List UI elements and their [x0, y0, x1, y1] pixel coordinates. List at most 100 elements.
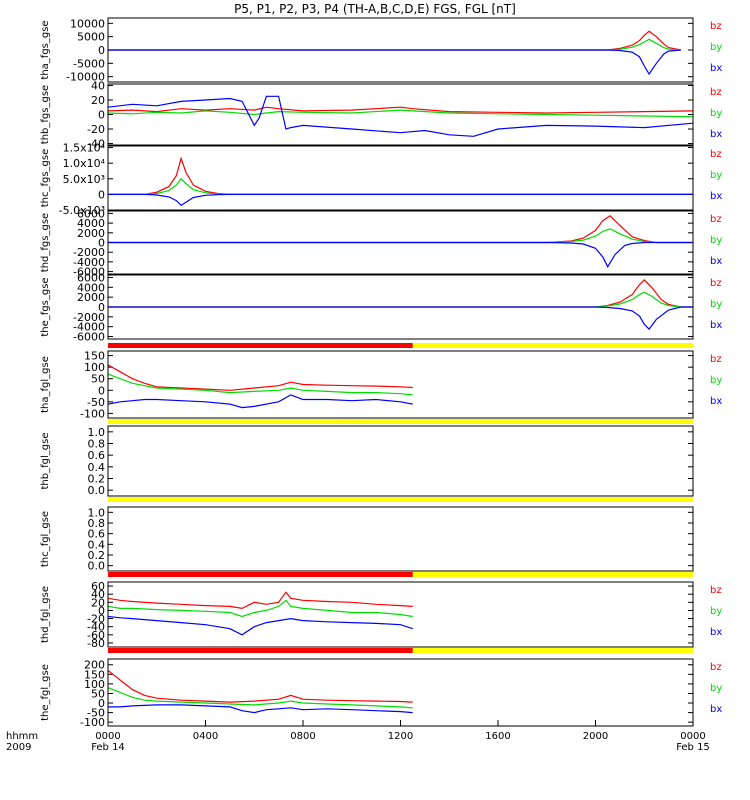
y-tick-label: 100 — [84, 361, 105, 374]
y-tick-label: -20 — [87, 123, 105, 136]
series-by-line — [108, 373, 413, 396]
y-tick-label: -100 — [80, 716, 105, 729]
y-axis-label: the_fgl_gse — [40, 664, 51, 721]
y-tick-label: -40 — [87, 138, 105, 151]
legend-bz: bz — [710, 278, 722, 289]
y-tick-label: 2000 — [77, 227, 105, 240]
y-axis-label: the_fgs_gse — [40, 277, 51, 336]
y-tick-label: 6000 — [77, 271, 105, 284]
red-bar — [108, 343, 413, 348]
series-bx-line — [108, 615, 413, 636]
x-date-label: Feb 14 — [91, 742, 125, 753]
legend-by: by — [710, 170, 722, 181]
series-bz-line — [108, 106, 693, 114]
legend-bx: bx — [710, 396, 722, 407]
y-tick-label: -50 — [87, 707, 105, 720]
yellow-bar — [412, 343, 693, 348]
panel-frame — [107, 425, 694, 497]
y-tick-label: 20 — [91, 596, 105, 609]
y-tick-label: 0.0 — [88, 484, 106, 497]
panel-thc_fgs_gse: 1.5x10⁴ 1.0x10⁴ 5.0x10³ 0 -5.0x10³ thc_fgs_gs… — [40, 142, 722, 217]
y-tick-label: 0.6 — [88, 449, 106, 462]
legend-bx: bx — [710, 63, 722, 74]
y-tick-label: 5.0x10³ — [63, 173, 105, 186]
legend-by: by — [710, 235, 722, 246]
legend-bx: bx — [710, 129, 722, 140]
legend-by: by — [710, 606, 722, 617]
series-bz-line — [108, 30, 681, 51]
series-by-line — [108, 599, 413, 618]
x-tick-label: 0400 — [193, 731, 218, 742]
y-tick-label: 50 — [91, 373, 105, 386]
y-tick-label: 4000 — [77, 217, 105, 230]
panel-thb_fgs_gse: 40 20 0-20 -40 thb_fgs_gse bz by bx — [40, 79, 722, 150]
legend-bz: bz — [710, 585, 722, 596]
y-tick-label: -4000 — [73, 256, 105, 269]
legend-bz: bz — [710, 354, 722, 365]
x-tick-label: 0800 — [290, 731, 315, 742]
y-tick-label: 1.5x10⁴ — [63, 142, 106, 155]
y-tick-label: 0.4 — [88, 461, 106, 474]
y-tick-label: 40 — [91, 79, 105, 92]
y-tick-label: 0 — [98, 384, 105, 397]
y-tick-label: -2000 — [73, 311, 105, 324]
series-by-line — [108, 109, 693, 118]
y-tick-label: 0.8 — [88, 517, 106, 530]
panel-frame — [107, 274, 694, 340]
legend-bx: bx — [710, 191, 722, 202]
y-tick-label: 0 — [98, 697, 105, 710]
y-axis-label: tha_fgs_gse — [40, 20, 51, 79]
panel-frame — [107, 658, 694, 727]
legend-bx: bx — [710, 256, 722, 267]
y-axis-label: tha_fgl_gse — [40, 356, 51, 413]
y-axis-label: thd_fgs_gse — [40, 213, 51, 272]
y-tick-label: -20 — [87, 613, 105, 626]
legend-bx: bx — [710, 627, 722, 638]
legend-by: by — [710, 683, 722, 694]
y-tick-label: 1.0 — [88, 506, 106, 519]
y-tick-label: 20 — [91, 94, 105, 107]
y-tick-label: 0.8 — [88, 438, 106, 451]
series-bz-line — [108, 364, 413, 391]
y-tick-label: 0 — [98, 44, 105, 57]
y-tick-label: 200 — [84, 659, 105, 672]
y-tick-label: 0 — [98, 109, 105, 122]
y-tick-label: 4000 — [77, 281, 105, 294]
y-tick-label: -50 — [87, 396, 105, 409]
panel-frame — [107, 210, 694, 275]
y-tick-label: 150 — [84, 350, 105, 363]
y-axis-label: thb_fgs_gse — [40, 85, 51, 144]
x-axis-label: hhmm — [6, 731, 38, 742]
y-tick-label: -6000 — [73, 266, 105, 279]
y-tick-label: 2000 — [77, 291, 105, 304]
series-bx-line — [108, 241, 693, 268]
series-bz-line — [108, 279, 693, 308]
yellow-bar — [412, 572, 693, 577]
legend-bz: bz — [710, 662, 722, 673]
y-tick-label: 0.6 — [88, 528, 106, 541]
y-tick-label: 60 — [91, 580, 105, 593]
panel-frame — [107, 506, 694, 572]
panel-frame — [107, 83, 694, 146]
y-tick-label: 0 — [98, 237, 105, 250]
legend-bz: bz — [710, 214, 722, 225]
y-axis-label: thd_fgl_gse — [40, 586, 51, 643]
y-tick-label: -6000 — [73, 331, 105, 344]
series-by-line — [108, 291, 693, 308]
series-bx-line — [108, 193, 693, 207]
y-tick-label: 0 — [98, 604, 105, 617]
panel-frame — [107, 145, 694, 211]
panel-thc_fgl_gse: 1.00.80.60.40.20.0 thc_fgl_gse — [40, 497, 694, 573]
y-axis-label: thc_fgs_gse — [40, 149, 51, 208]
yellow-bar — [412, 648, 693, 653]
y-tick-label: 0.2 — [88, 549, 106, 562]
y-tick-label: 0.2 — [88, 473, 106, 486]
series-bx-line — [108, 704, 413, 714]
y-tick-label: 5000 — [77, 31, 105, 44]
